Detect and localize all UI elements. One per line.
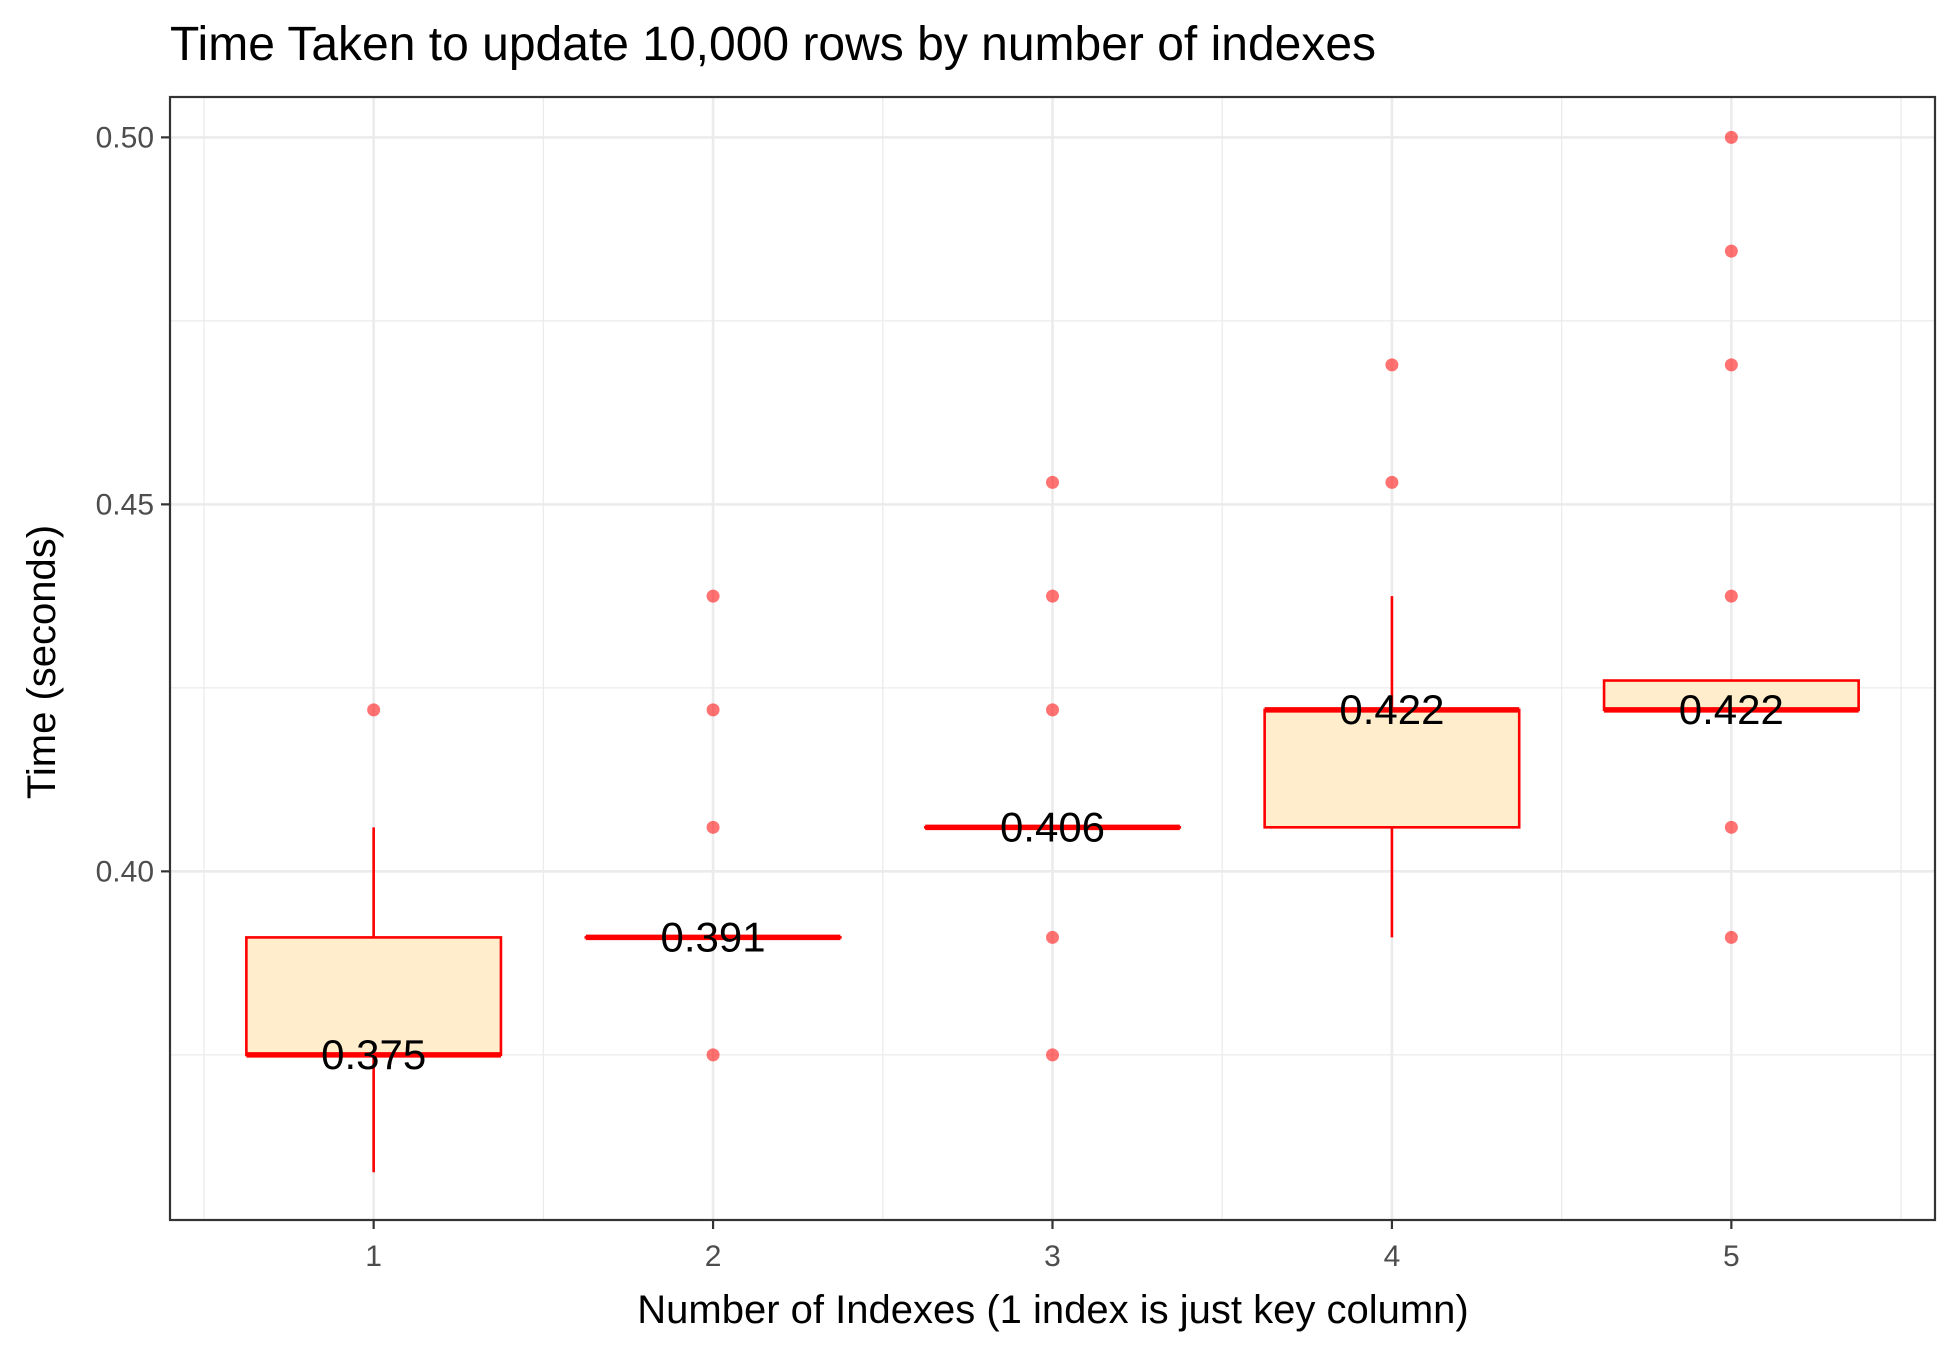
box-body [1602, 679, 1860, 712]
box-1 [245, 827, 503, 1173]
boxes [245, 596, 1860, 1173]
tick-labels: 0.40 0.45 0.50 1 2 3 4 5 [96, 121, 1740, 1273]
outlier-point [1724, 244, 1738, 258]
outlier-point [1724, 589, 1738, 603]
axis-ticks [161, 136, 1733, 1229]
outlier-point [1046, 703, 1059, 717]
box-body [1263, 708, 1521, 829]
outlier-point [1724, 130, 1738, 144]
x-axis-title: Number of Indexes (1 index is just key c… [637, 1288, 1468, 1332]
outlier-point [706, 820, 720, 834]
x-tick-label: 1 [365, 1240, 382, 1273]
box-5 [1602, 679, 1860, 713]
y-tick-label: 0.45 [96, 488, 154, 521]
outlier-point [1724, 930, 1738, 944]
median-label: 0.422 [1339, 686, 1444, 733]
median-label: 0.406 [1000, 803, 1105, 850]
median-label: 0.391 [661, 913, 766, 960]
x-tick-label: 5 [1723, 1240, 1740, 1273]
outlier-point [1046, 589, 1059, 603]
outlier-point [706, 703, 720, 717]
outlier-point [1046, 930, 1059, 944]
outlier-point [706, 1048, 720, 1062]
outlier-point [367, 703, 381, 717]
outlier-point [1046, 1048, 1059, 1062]
x-tick-label: 4 [1384, 1240, 1401, 1273]
outlier-point [1385, 358, 1399, 372]
median-labels: 0.375 0.391 0.406 0.422 0.422 [321, 686, 1784, 1078]
outlier-point [1724, 820, 1738, 834]
outlier-point [1046, 475, 1059, 489]
x-tick-label: 3 [1044, 1240, 1061, 1273]
y-axis-title: Time (seconds) [20, 525, 64, 799]
y-tick-label: 0.50 [96, 121, 154, 154]
chart-title: Time Taken to update 10,000 rows by numb… [170, 18, 1376, 71]
box-body [245, 936, 503, 1057]
outlier-point [706, 589, 720, 603]
x-tick-label: 2 [705, 1240, 722, 1273]
median-label: 0.422 [1679, 686, 1784, 733]
outlier-point [1724, 358, 1738, 372]
outlier-points [367, 130, 1738, 1062]
outlier-point [1385, 475, 1399, 489]
box-4 [1263, 596, 1521, 938]
median-label: 0.375 [321, 1031, 426, 1078]
y-tick-label: 0.40 [96, 855, 154, 888]
